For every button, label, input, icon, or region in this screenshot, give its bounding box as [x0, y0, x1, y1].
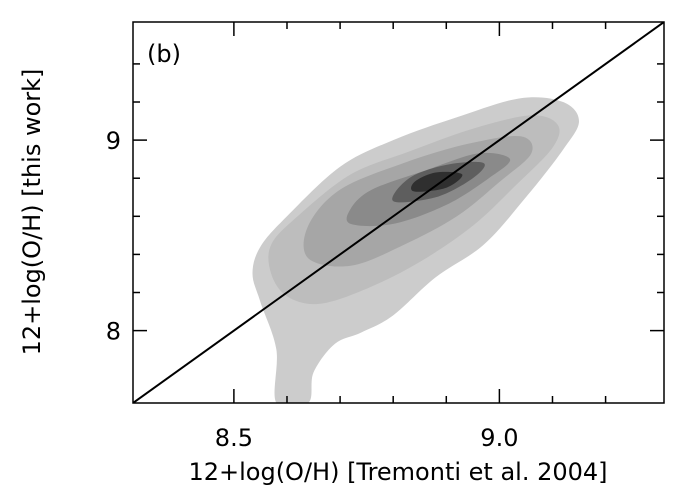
- y-tick-label: 8: [106, 318, 121, 346]
- plot-frame: [132, 21, 665, 404]
- x-tick-label: 9.0: [480, 424, 518, 452]
- x-tick-label: 8.5: [215, 424, 253, 452]
- y-axis-label: 12+log(O/H) [this work]: [18, 69, 46, 356]
- density-contours: [252, 97, 579, 403]
- panel-label: (b): [147, 40, 181, 68]
- x-axis-label: 12+log(O/H) [Tremonti et al. 2004]: [188, 458, 607, 486]
- axis-ticks: [133, 22, 664, 403]
- y-tick-label: 9: [106, 127, 121, 155]
- one-to-one-line: [133, 22, 664, 403]
- tick-labels: 8.5 9.0 8 9: [106, 127, 519, 452]
